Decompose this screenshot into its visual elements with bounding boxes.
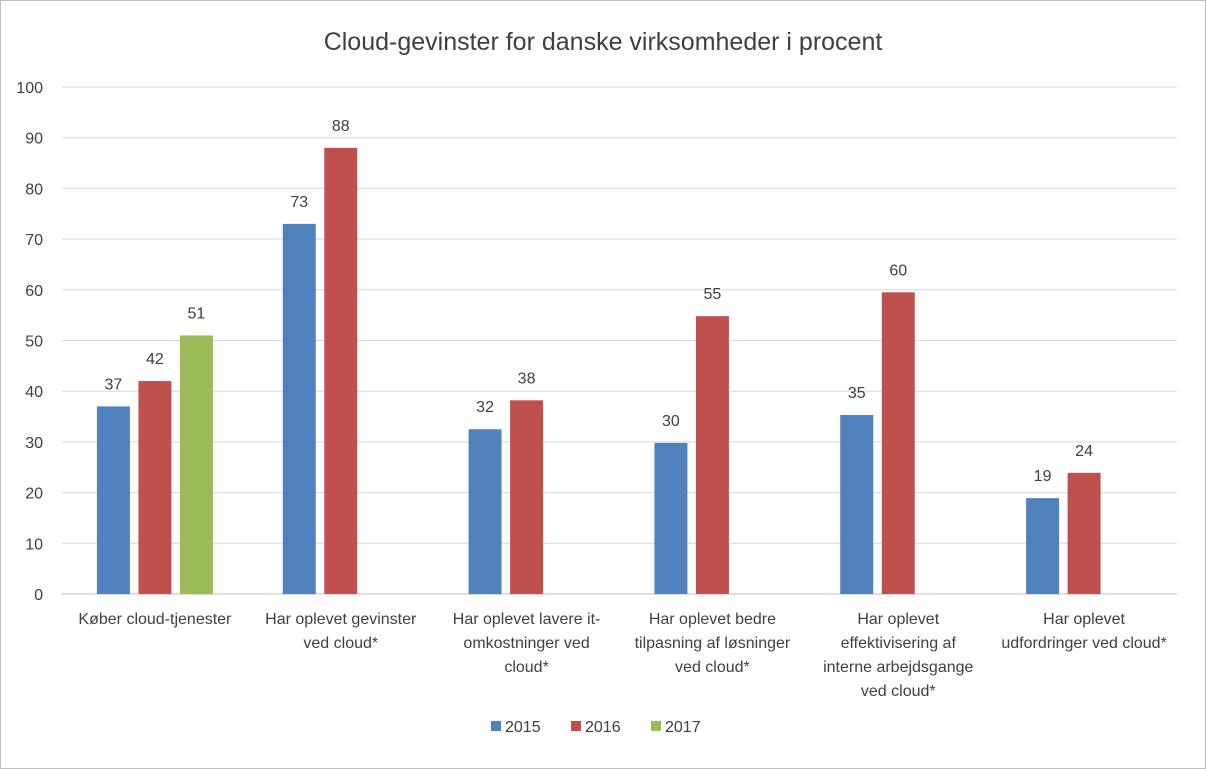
data-label: 55 — [704, 286, 722, 303]
bar-2015 — [468, 429, 502, 594]
bar-series — [96, 147, 1101, 594]
y-tick-label: 100 — [16, 80, 43, 97]
data-label: 32 — [476, 399, 494, 416]
bar-2016 — [695, 316, 729, 594]
data-label: 73 — [290, 194, 308, 211]
x-category-label: Køber cloud-tjenester — [78, 611, 232, 628]
data-label: 24 — [1075, 443, 1093, 460]
data-label: 19 — [1034, 468, 1052, 485]
bar-2015 — [282, 223, 316, 594]
bar-2015 — [840, 415, 874, 594]
y-tick-label: 70 — [25, 232, 43, 249]
y-tick-label: 40 — [25, 384, 43, 401]
bar-2015 — [654, 442, 688, 594]
y-axis-ticks: 0 10 20 30 40 50 60 70 80 90 100 — [16, 80, 43, 604]
y-tick-label: 80 — [25, 181, 43, 198]
category-labels: Køber cloud-tjenester Har oplevet gevinst… — [78, 611, 1166, 700]
x-category-label: Har oplevet lavere it-omkostninger ved cl… — [453, 611, 601, 676]
data-label: 37 — [105, 376, 123, 393]
bar-2016 — [138, 381, 172, 594]
bar-2016 — [881, 292, 915, 594]
legend-swatch-2015 — [491, 721, 501, 731]
bar-2016 — [324, 147, 358, 594]
gridlines — [62, 86, 1177, 595]
legend-label: 2017 — [665, 719, 701, 736]
legend-swatch-2017 — [651, 721, 661, 731]
x-category-label: Har oplevet effektivisering af interne arb… — [823, 611, 973, 700]
y-tick-label: 20 — [25, 486, 43, 503]
chart-title: Cloud-gevinster for danske virksomheder … — [324, 28, 883, 56]
y-tick-label: 50 — [25, 334, 43, 351]
bar-2016 — [1067, 472, 1101, 594]
bar-2017 — [179, 335, 213, 594]
data-label: 51 — [188, 305, 206, 322]
data-label: 42 — [146, 351, 164, 368]
x-category-label: Har oplevet udfordringer ved cloud* — [1001, 611, 1166, 652]
legend-label: 2015 — [505, 719, 541, 736]
y-tick-label: 90 — [25, 131, 43, 148]
data-label: 30 — [662, 413, 680, 430]
data-labels: 37 42 51 73 88 32 38 30 55 35 60 19 24 — [105, 118, 1094, 485]
y-tick-label: 30 — [25, 435, 43, 452]
legend-swatch-2016 — [571, 721, 581, 731]
legend: 2015 2016 2017 — [491, 719, 701, 736]
data-label: 88 — [332, 118, 350, 135]
legend-label: 2016 — [585, 719, 621, 736]
bar-2016 — [510, 400, 544, 594]
y-tick-label: 60 — [25, 283, 43, 300]
bar-2015 — [96, 406, 130, 594]
bar-2015 — [1026, 498, 1060, 594]
y-tick-label: 0 — [34, 587, 43, 604]
data-label: 60 — [889, 262, 907, 279]
data-label: 38 — [518, 370, 536, 387]
x-category-label: Har oplevet bedre tilpasning af løsninger… — [635, 611, 791, 676]
x-category-label: Har oplevet gevinster ved cloud* — [265, 611, 417, 652]
y-tick-label: 10 — [25, 536, 43, 553]
data-label: 35 — [848, 385, 866, 402]
